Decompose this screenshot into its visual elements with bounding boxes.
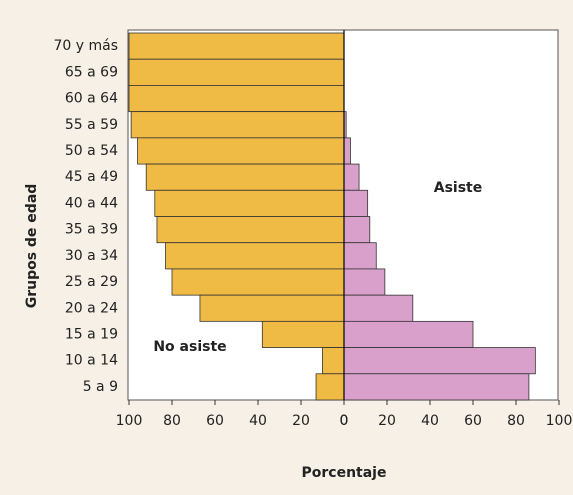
- bar: [171, 268, 345, 296]
- bar: [315, 373, 345, 401]
- bar: [145, 163, 345, 191]
- bar: [343, 320, 474, 348]
- bar: [343, 268, 386, 296]
- bar: [322, 347, 345, 375]
- x-tick-label: 20: [378, 413, 396, 429]
- x-tick-label: 60: [464, 413, 482, 429]
- y-tick-label: 60 a 64: [65, 91, 118, 107]
- y-tick-label: 40 a 44: [65, 195, 118, 211]
- x-tick-label: 40: [249, 413, 267, 429]
- x-tick-label: 0: [340, 413, 349, 429]
- bar: [156, 216, 345, 244]
- x-tick-label: 40: [421, 413, 439, 429]
- series-label: Asiste: [434, 180, 483, 196]
- x-tick-label: 100: [546, 413, 573, 429]
- bar: [137, 137, 345, 165]
- y-tick-label: 50 a 54: [65, 143, 118, 159]
- bar: [128, 85, 345, 113]
- bar: [261, 320, 345, 348]
- bar: [343, 242, 377, 270]
- bar: [199, 294, 345, 322]
- bar: [343, 347, 536, 375]
- x-tick-label: 20: [292, 413, 310, 429]
- bar: [154, 189, 345, 217]
- y-tick-label: 25 a 29: [65, 274, 118, 290]
- y-tick-label: 30 a 34: [65, 248, 118, 264]
- y-tick-label: 70 y más: [53, 38, 118, 54]
- x-tick-label: 0: [340, 413, 349, 429]
- bar: [343, 216, 371, 244]
- y-tick-label: 65 a 69: [65, 64, 118, 80]
- y-tick-label: 10 a 14: [65, 353, 118, 369]
- bar: [165, 242, 345, 270]
- y-tick-label: 15 a 19: [65, 326, 118, 342]
- bar: [343, 189, 369, 217]
- y-tick-label: 35 a 39: [65, 222, 118, 238]
- y-tick-label: 5 a 9: [83, 379, 118, 395]
- y-tick-label: 45 a 49: [65, 169, 118, 185]
- bar: [128, 58, 345, 86]
- x-axis-label: Porcentaje: [302, 465, 387, 481]
- y-axis-label: Grupos de edad: [24, 184, 40, 309]
- bar: [130, 111, 345, 139]
- bar: [343, 373, 530, 401]
- x-tick-label: 80: [163, 413, 181, 429]
- bar: [343, 137, 351, 165]
- x-tick-label: 80: [507, 413, 525, 429]
- y-tick-label: 20 a 24: [65, 300, 118, 316]
- bar: [128, 32, 345, 60]
- bar: [343, 294, 414, 322]
- x-tick-label: 60: [206, 413, 224, 429]
- bar: [343, 163, 360, 191]
- series-label: No asiste: [153, 339, 226, 355]
- y-tick-label: 55 a 59: [65, 117, 118, 133]
- x-tick-label: 100: [116, 413, 143, 429]
